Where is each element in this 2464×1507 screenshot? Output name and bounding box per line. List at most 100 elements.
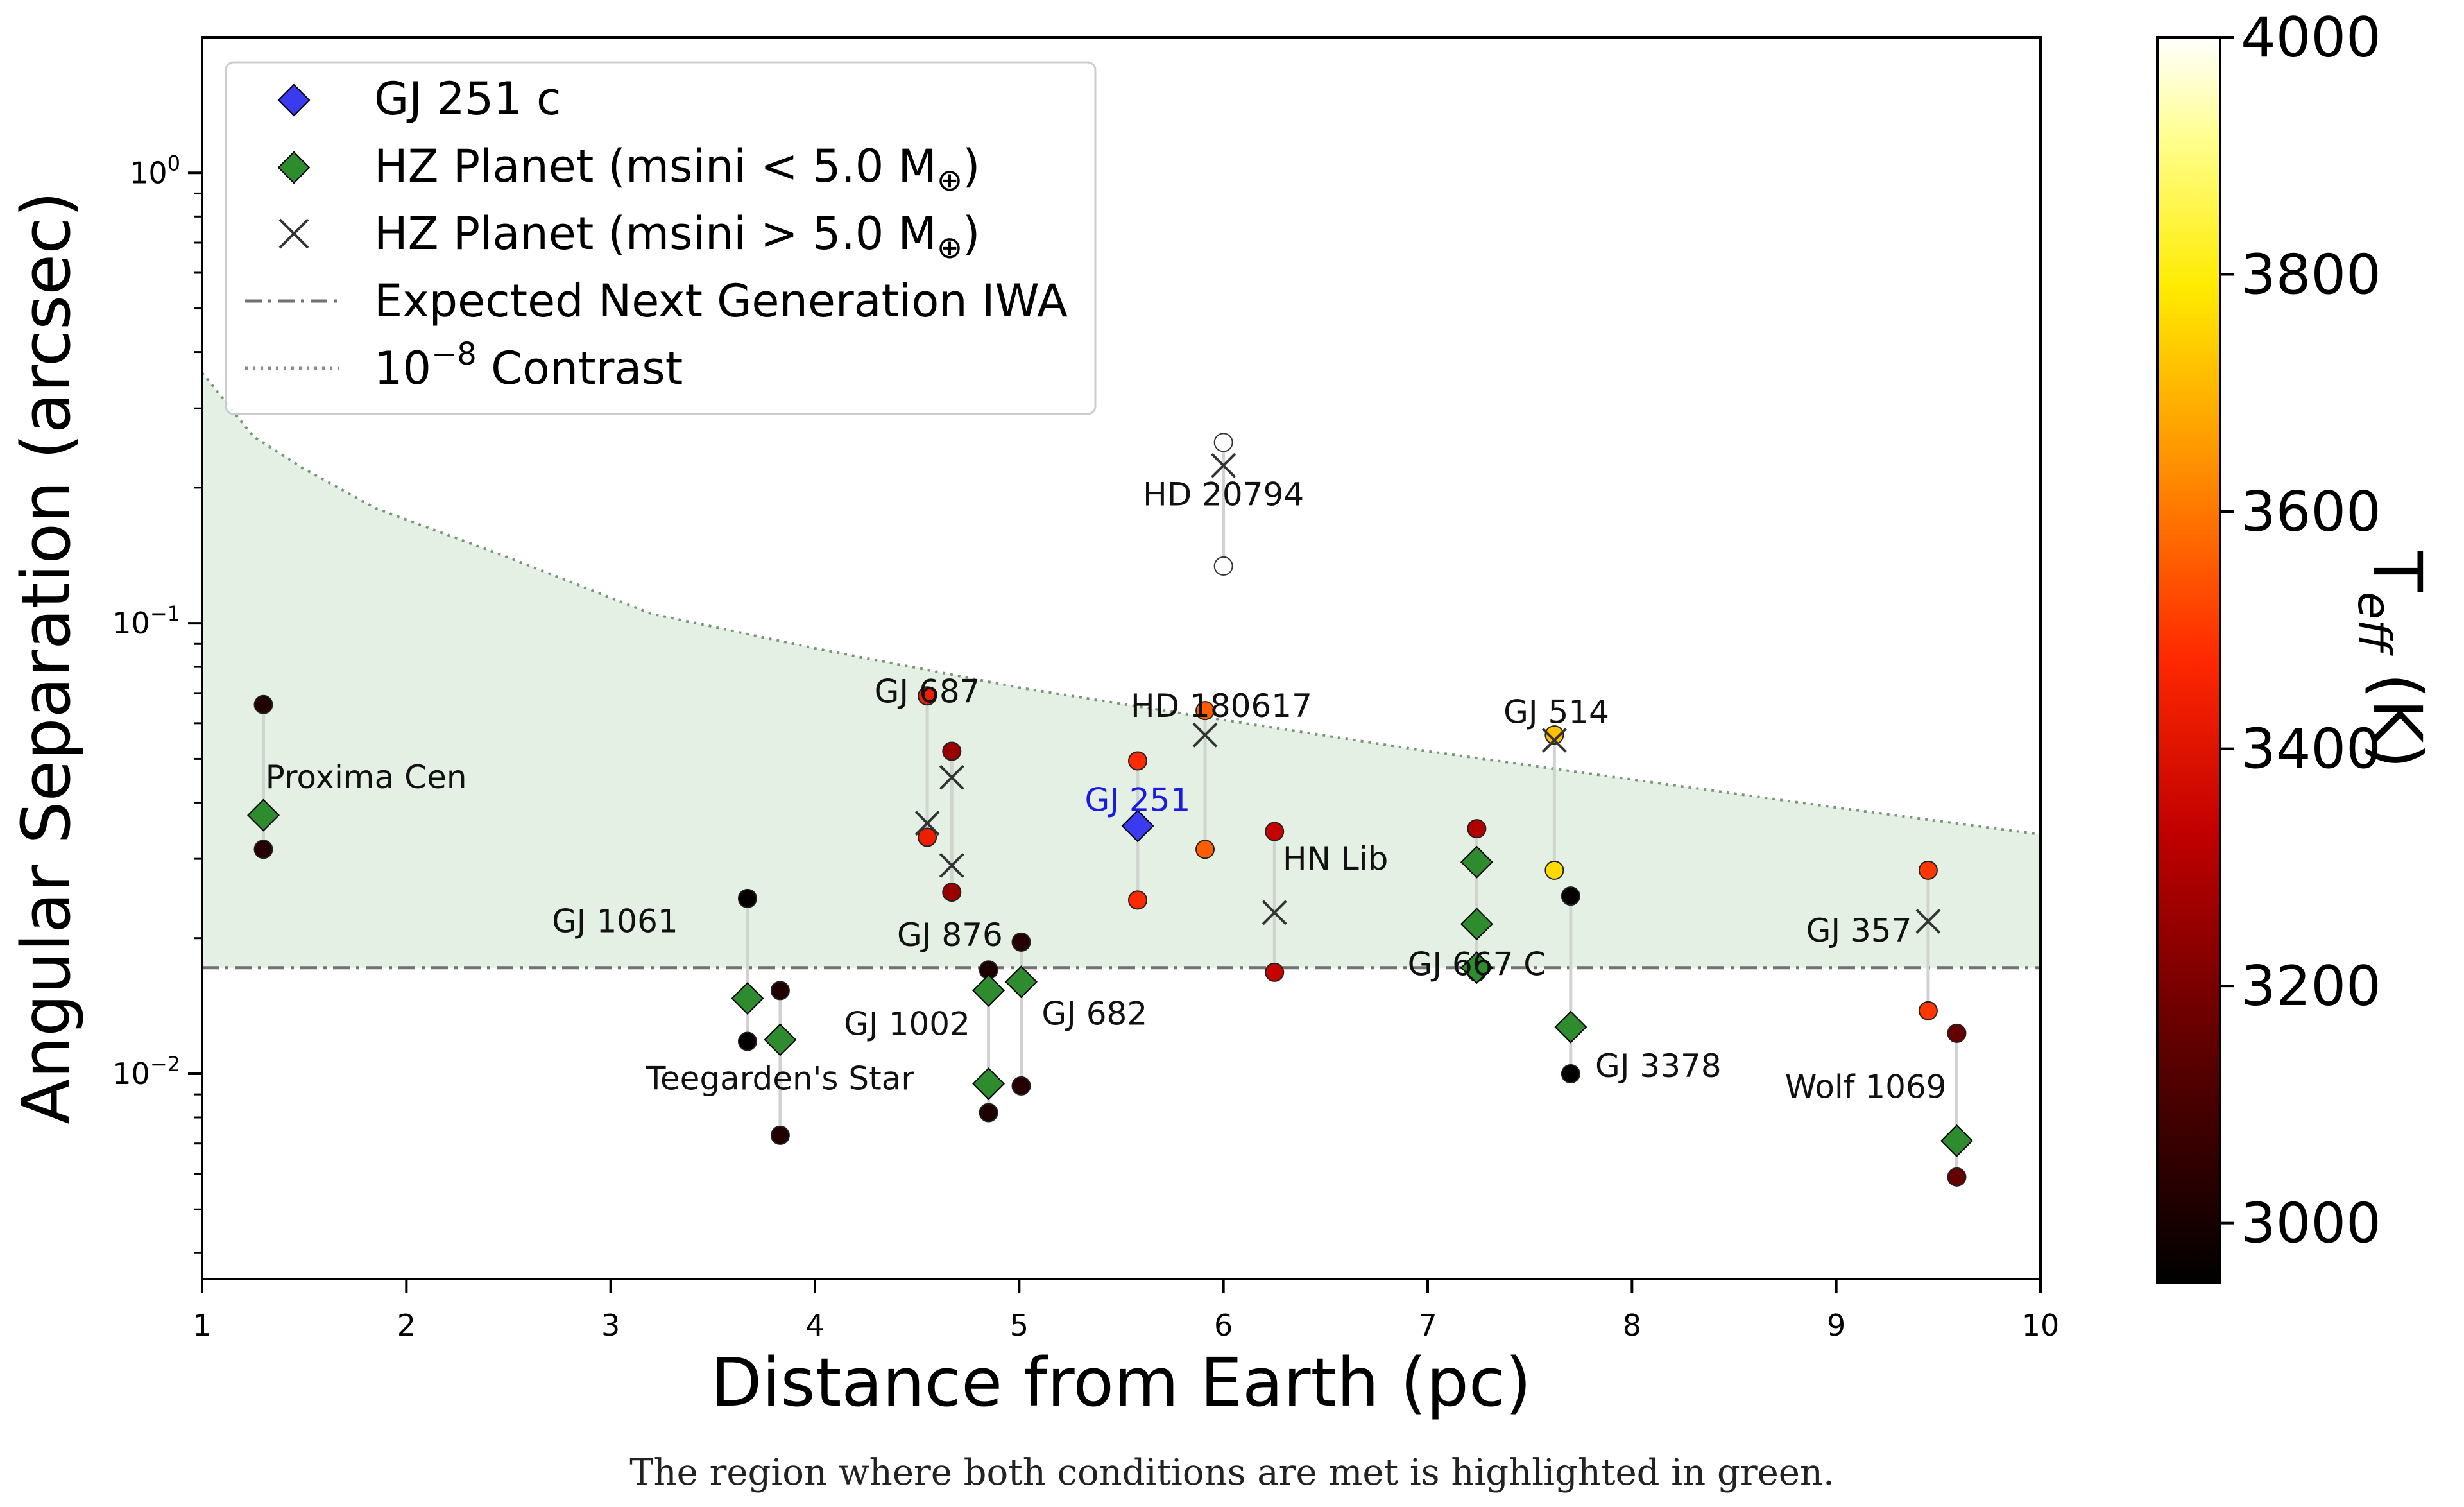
legend-label-iwa: Expected Next Generation IWA bbox=[374, 275, 1068, 327]
x-tick-label: 6 bbox=[1214, 1308, 1233, 1343]
star-outer-hd-20794 bbox=[1213, 433, 1233, 452]
colorbar-ticks: 3000 3200 3400 3600 3800 4000 bbox=[2220, 6, 2381, 1256]
x-axis-label: Distance from Earth (pc) bbox=[710, 1343, 1531, 1422]
legend-label-gj251c: GJ 251 c bbox=[374, 73, 561, 125]
star-outer-gj-514 bbox=[1544, 725, 1564, 745]
star-outer-gj-1061 bbox=[737, 888, 757, 908]
x-tick-label: 8 bbox=[1623, 1308, 1641, 1343]
label-hd-20794: HD 20794 bbox=[1143, 476, 1304, 513]
star-outer-gj-3378 bbox=[1561, 886, 1580, 906]
legend: GJ 251 c HZ Planet (msini < 5.0 M⊕) HZ P… bbox=[225, 61, 1097, 415]
star-inner-proxima-cen bbox=[253, 840, 273, 859]
colorbar-label: Teff (K) bbox=[2348, 550, 2436, 769]
planet-x-hd-180617 bbox=[1192, 722, 1218, 748]
planet-diamond-gj-3378 bbox=[1554, 1010, 1587, 1044]
planet-diamond-proxima-cen bbox=[247, 798, 280, 832]
colorbar-tick-label: 3600 bbox=[2241, 480, 2381, 544]
x-tick-label: 2 bbox=[397, 1308, 416, 1343]
colorbar-tick-label: 3200 bbox=[2241, 954, 2381, 1019]
colorbar-tick-label: 3800 bbox=[2241, 243, 2381, 307]
star-inner-gj-251 bbox=[1127, 890, 1147, 910]
x-tick-label: 3 bbox=[601, 1308, 620, 1343]
legend-marker-gj251c bbox=[277, 83, 311, 117]
label-gj-3378: GJ 3378 bbox=[1595, 1047, 1722, 1085]
y-tick-label: 10−1 bbox=[112, 601, 180, 641]
x-tick-label: 1 bbox=[193, 1308, 211, 1343]
star-outer-wolf-1069 bbox=[1947, 1023, 1967, 1043]
x-axis-ticks: 1 2 3 4 5 6 7 8 9 10 bbox=[193, 1279, 2059, 1343]
legend-marker-hz-small bbox=[277, 151, 311, 184]
colorbar-tick-label: 4000 bbox=[2241, 6, 2381, 70]
x-tick-label: 9 bbox=[1827, 1308, 1845, 1343]
star-inner-teegarden-s-star bbox=[770, 1125, 790, 1145]
label-gj-667-c: GJ 667 C bbox=[1408, 945, 1546, 983]
star-outer-gj-876 bbox=[942, 741, 962, 761]
x-tick-label: 10 bbox=[2022, 1308, 2060, 1343]
legend-box bbox=[225, 61, 1097, 415]
planet-diamond-gj-667-c bbox=[1460, 845, 1493, 879]
y-axis-ticks: 100 10−1 10−2 bbox=[112, 151, 202, 1254]
plot-frame bbox=[201, 36, 2042, 1280]
planet-x-hn-lib bbox=[1262, 900, 1287, 926]
star-outer-proxima-cen bbox=[253, 694, 273, 714]
label-gj-357: GJ 357 bbox=[1806, 912, 1912, 949]
label-gj-687: GJ 687 bbox=[875, 673, 980, 710]
planet-diamond-teegarden-s-star bbox=[764, 1023, 797, 1056]
system-connectors bbox=[262, 442, 1958, 1177]
label-teegarden-s-star: Teegarden's Star bbox=[646, 1060, 914, 1098]
y-tick-label: 10−2 bbox=[112, 1052, 180, 1091]
colorbar-tick-label: 3400 bbox=[2241, 718, 2381, 782]
planet-diamond-gj-667-c bbox=[1460, 951, 1493, 985]
star-inner-gj-1061 bbox=[737, 1031, 757, 1051]
label-wolf-1069: Wolf 1069 bbox=[1785, 1068, 1947, 1105]
planet-x-gj-687 bbox=[914, 811, 940, 836]
planet-diamond-wolf-1069 bbox=[1940, 1124, 1973, 1157]
star-outer-teegarden-s-star bbox=[770, 981, 790, 1001]
x-tick-label: 4 bbox=[805, 1308, 824, 1343]
planet-diamond-gj-1002 bbox=[972, 1067, 1005, 1101]
planet-diamond-gj-667-c bbox=[1460, 908, 1493, 941]
star-outer-gj-357 bbox=[1918, 860, 1938, 880]
planet-gj251c-gj-251 bbox=[1121, 809, 1154, 843]
star-inner-hn-lib bbox=[1265, 962, 1285, 982]
x-tick-label: 5 bbox=[1010, 1308, 1029, 1343]
label-proxima-cen: Proxima Cen bbox=[266, 759, 467, 796]
label-hn-lib: HN Lib bbox=[1283, 840, 1388, 877]
label-gj-1002: GJ 1002 bbox=[844, 1005, 970, 1042]
star-inner-gj-1002 bbox=[979, 1103, 998, 1123]
planet-x-gj-876 bbox=[939, 853, 964, 878]
star-outer-hn-lib bbox=[1265, 822, 1285, 841]
star-inner-gj-3378 bbox=[1561, 1064, 1580, 1083]
system-labels: Proxima Cen GJ 1061 Teegarden's Star GJ 687… bbox=[266, 476, 1947, 1106]
star-inner-gj-514 bbox=[1544, 860, 1564, 880]
contrast-curve-line bbox=[202, 372, 2041, 836]
x-tick-label: 7 bbox=[1418, 1308, 1437, 1343]
colorbar-gradient bbox=[2156, 36, 2221, 1284]
legend-marker-hz-large bbox=[278, 218, 309, 249]
star-inner-gj-687 bbox=[918, 827, 937, 847]
planet-x-gj-514 bbox=[1541, 727, 1567, 753]
planet-diamond-gj-1002 bbox=[972, 974, 1005, 1007]
y-axis-label: Angular Separation (arcsec) bbox=[7, 191, 85, 1124]
planet-x-hd-20794 bbox=[1211, 452, 1236, 478]
star-inner-hd-20794 bbox=[1213, 556, 1233, 576]
habitable-detectable-region bbox=[202, 372, 2041, 968]
star-outer-gj-667-c bbox=[1467, 819, 1487, 839]
star-inner-gj-682 bbox=[1011, 1076, 1031, 1096]
planet-markers bbox=[247, 452, 1973, 1157]
star-outer-hd-180617 bbox=[1195, 701, 1215, 721]
colorbar-tick-label: 3000 bbox=[2241, 1192, 2381, 1256]
star-inner-hd-180617 bbox=[1195, 840, 1215, 859]
star-outer-gj-251 bbox=[1127, 751, 1147, 771]
planet-x-gj-876 bbox=[939, 764, 964, 790]
star-outer-gj-682 bbox=[1011, 932, 1031, 952]
legend-label-hz-large: HZ Planet (msini > 5.0 M⊕) bbox=[374, 207, 980, 266]
label-gj-251: GJ 251 bbox=[1085, 782, 1191, 819]
label-gj-682: GJ 682 bbox=[1041, 995, 1147, 1032]
legend-label-hz-small: HZ Planet (msini < 5.0 M⊕) bbox=[374, 140, 980, 198]
legend-label-contrast: 10−8 Contrast bbox=[374, 336, 683, 395]
colorbar: 3000 3200 3400 3600 3800 4000 Teff (K) bbox=[2156, 6, 2436, 1284]
plot-area bbox=[202, 372, 2041, 1187]
label-gj-876: GJ 876 bbox=[897, 917, 1003, 954]
label-hd-180617: HD 180617 bbox=[1131, 687, 1312, 725]
